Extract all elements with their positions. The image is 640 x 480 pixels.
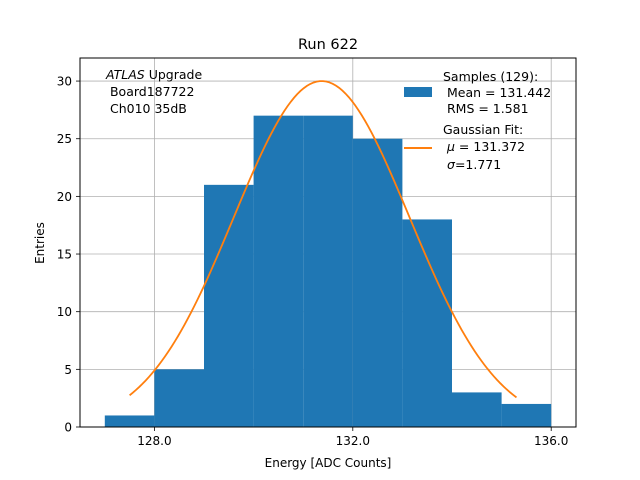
y-ticks: 0 5 10 15 20 25 30 (57, 75, 80, 435)
legend-fit-title: Gaussian Fit: (443, 122, 523, 137)
histogram-bar (452, 392, 502, 427)
x-ticks: 128.0 132.0 136.0 (137, 427, 568, 448)
annotation-channel: Ch010 35dB (106, 101, 187, 116)
x-axis-label: Energy [ADC Counts] (265, 456, 392, 470)
legend-fit-mu: μ = 131.372 (446, 139, 525, 154)
mu-symbol: μ (446, 139, 455, 154)
upgrade-label: Upgrade (145, 67, 203, 82)
histogram-bar (154, 369, 204, 427)
fit-curve (129, 80, 518, 399)
histogram-bar (204, 184, 254, 427)
y-tick-label: 10 (57, 305, 72, 319)
sigma-value: =1.771 (455, 157, 501, 172)
legend-samples-patch (404, 87, 432, 97)
legend-samples-mean: Mean = 131.442 (443, 85, 551, 100)
legend-fit-sigma: σ=1.771 (447, 157, 501, 172)
histogram-bar (352, 138, 403, 427)
histogram-bar (501, 403, 552, 427)
sigma-symbol: σ (447, 157, 456, 172)
annotation-line1: ATLAS Upgrade (105, 67, 202, 82)
annotation-board: Board187722 (106, 84, 194, 99)
legend: Samples (129): Mean = 131.442 RMS = 1.58… (404, 69, 551, 172)
histogram-bar (104, 415, 155, 427)
y-tick-label: 0 (64, 421, 72, 435)
mu-value: = 131.372 (455, 139, 525, 154)
legend-samples-rms: RMS = 1.581 (443, 101, 529, 116)
atlas-label: ATLAS (105, 67, 145, 82)
chart-title: Run 622 (298, 37, 358, 53)
y-tick-label: 5 (64, 363, 72, 377)
y-tick-label: 30 (57, 75, 72, 89)
x-tick-label: 128.0 (137, 434, 171, 448)
y-tick-label: 15 (57, 248, 72, 262)
histogram-bar (253, 115, 304, 427)
histogram-bars (104, 115, 552, 427)
x-tick-label: 132.0 (336, 434, 370, 448)
gaussian-fit (129, 80, 518, 399)
legend-samples-title: Samples (129): (443, 69, 538, 84)
histogram-bar (402, 219, 452, 427)
y-tick-label: 20 (57, 190, 72, 204)
y-tick-label: 25 (57, 132, 72, 146)
histogram-bar (303, 115, 353, 427)
y-axis-label: Entries (33, 222, 47, 264)
axes-border (79, 57, 577, 428)
x-tick-label: 136.0 (534, 434, 568, 448)
